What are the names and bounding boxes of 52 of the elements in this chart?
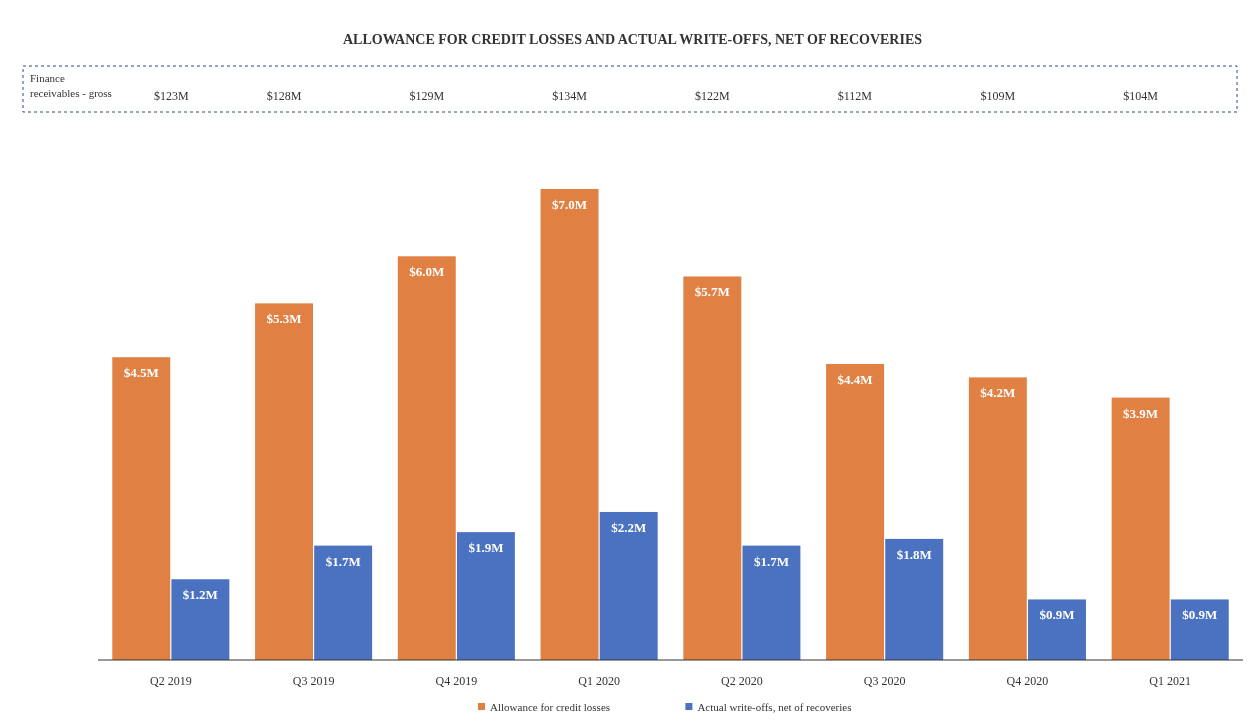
- x-tick-label: Q3 2019: [292, 674, 335, 688]
- bar: [885, 538, 944, 660]
- text: $129M: [409, 89, 445, 103]
- data-label: $4.4M: [837, 371, 873, 387]
- bar: [112, 357, 171, 660]
- bar: [314, 545, 373, 660]
- chart-title: ALLOWANCE FOR CREDIT LOSSES AND ACTUAL WRITE-OFFS, NET OF RECOVERIES: [342, 32, 923, 47]
- legend-label: Allowance for credit losses: [490, 701, 611, 713]
- text: $123M: [153, 89, 189, 103]
- x-tick-label: Q3 2020: [863, 674, 906, 688]
- data-label: $5.3M: [266, 311, 302, 327]
- data-label: $4.5M: [123, 365, 159, 381]
- data-label: $0.9M: [1039, 607, 1075, 623]
- bar: [1111, 397, 1170, 660]
- bar: [1028, 599, 1086, 660]
- data-label: $0.9M: [1182, 607, 1218, 623]
- bar: [255, 303, 313, 660]
- text: Finance receivables - gross: [30, 72, 112, 99]
- text: $104M: [1123, 89, 1159, 103]
- data-label: $1.2M: [182, 587, 218, 603]
- bar: [456, 532, 515, 660]
- bar: [540, 189, 599, 660]
- x-tick-label: Q4 2019: [435, 674, 478, 688]
- bar: [171, 579, 230, 660]
- bar: [397, 256, 456, 660]
- bar: [968, 377, 1027, 660]
- data-label: $4.2M: [980, 385, 1016, 401]
- data-label: $1.7M: [753, 553, 789, 569]
- bar: [599, 511, 658, 660]
- x-tick-label: Q4 2020: [1006, 674, 1049, 688]
- bar: [826, 363, 885, 660]
- data-label: $1.8M: [896, 546, 932, 562]
- data-label: $1.7M: [325, 553, 361, 569]
- bar: [1170, 599, 1229, 660]
- bar: [683, 276, 742, 660]
- data-label: $5.7M: [694, 284, 730, 300]
- data-label: $2.2M: [611, 519, 647, 535]
- x-tick-label: Q1 2020: [578, 674, 620, 688]
- x-tick-label: Q2 2019: [149, 674, 192, 688]
- text: $109M: [980, 89, 1016, 103]
- text: $122M: [695, 89, 731, 103]
- text: $112M: [837, 89, 873, 103]
- text: $128M: [266, 89, 302, 103]
- data-label: $3.9M: [1123, 405, 1159, 421]
- legend-label: Actual write-offs, net of recoveries: [697, 701, 852, 713]
- x-tick-label: Q1 2021: [1149, 674, 1192, 688]
- data-label: $6.0M: [409, 264, 445, 280]
- data-label: $1.9M: [468, 540, 504, 556]
- text: $134M: [552, 89, 588, 103]
- data-label: $7.0M: [552, 197, 588, 212]
- bar: [742, 545, 801, 660]
- x-tick-label: Q2 2020: [721, 674, 763, 688]
